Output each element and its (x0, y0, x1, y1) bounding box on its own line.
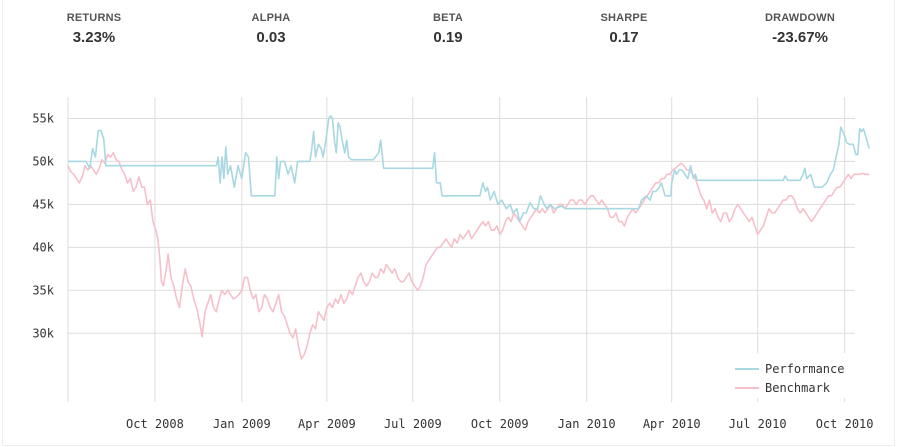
stat-sharpe: SHARPE 0.17 (564, 12, 684, 46)
stat-value: 0.03 (256, 29, 286, 46)
stat-alpha: ALPHA 0.03 (211, 12, 331, 46)
x-tick-label: Jul 2010 (729, 417, 787, 431)
stat-value: 0.17 (609, 29, 639, 46)
series-line-performance (68, 115, 870, 223)
grid: 30k 35k 40k 45k 50k 55k Oct 2008 Jan 2009 Apr 20… (32, 97, 874, 431)
x-tick-label: Jan 2010 (558, 417, 616, 431)
legend-label-performance: Performance (765, 362, 844, 376)
y-tick-label: 50k (32, 154, 54, 168)
y-tick-label: 30k (32, 326, 54, 340)
legend: Performance Benchmark (729, 353, 855, 398)
x-tick-label: Apr 2010 (643, 417, 701, 431)
x-tick-label: Jul 2009 (384, 417, 442, 431)
stat-value: -23.67% (772, 29, 828, 46)
x-tick-label: Jan 2009 (213, 417, 271, 431)
legend-background (729, 353, 855, 398)
y-tick-label: 55k (32, 111, 54, 125)
stat-beta: BETA 0.19 (388, 12, 508, 46)
stats-bar: RETURNS 3.23% ALPHA 0.03 BETA 0.19 SHARP… (0, 0, 897, 60)
stat-label: BETA (433, 12, 463, 24)
x-tick-label: Oct 2009 (471, 417, 529, 431)
y-tick-label: 40k (32, 240, 54, 254)
series-line-benchmark (67, 152, 870, 360)
stat-label: SHARPE (600, 12, 648, 24)
stat-label: DRAWDOWN (764, 12, 836, 24)
stat-value: 0.19 (433, 29, 463, 46)
y-tick-label: 35k (32, 283, 54, 297)
stat-value: 3.23% (72, 29, 116, 46)
x-tick-label: Oct 2010 (816, 417, 874, 431)
stat-drawdown: DRAWDOWN -23.67% (740, 12, 860, 46)
legend-label-benchmark: Benchmark (765, 381, 831, 395)
x-tick-label: Apr 2009 (298, 417, 356, 431)
stat-label: ALPHA (251, 12, 291, 24)
y-tick-label: 45k (32, 197, 54, 211)
x-tick-label: Oct 2008 (126, 417, 184, 431)
stat-label: RETURNS (66, 12, 122, 24)
stat-returns: RETURNS 3.23% (34, 12, 154, 46)
series-lines (67, 115, 870, 360)
